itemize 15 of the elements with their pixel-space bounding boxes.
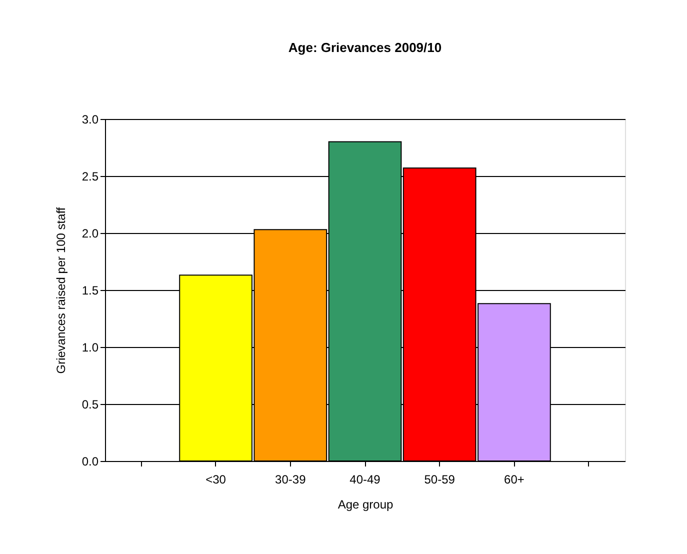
y-tick-label: 1.5 (82, 284, 99, 298)
y-tick-label: 2.0 (82, 226, 99, 240)
x-tick-label: 60+ (504, 472, 524, 486)
y-tick-label: 2.5 (82, 170, 99, 184)
x-axis-title: Age group (338, 498, 394, 512)
chart-title: Age: Grievances 2009/10 (288, 40, 442, 55)
x-tick-label: 30-39 (275, 472, 306, 486)
x-tick-label: 50-59 (424, 472, 456, 486)
y-axis-title: Grievances raised per 100 staff (54, 206, 68, 374)
y-tick-label: 1.0 (82, 340, 99, 354)
x-tick-label: <30 (206, 472, 226, 486)
x-tick-label: 40-49 (350, 472, 381, 486)
y-tick-label: 0.0 (82, 454, 99, 468)
y-tick-label: 3.0 (82, 112, 99, 126)
y-tick-label: 0.5 (82, 398, 99, 412)
